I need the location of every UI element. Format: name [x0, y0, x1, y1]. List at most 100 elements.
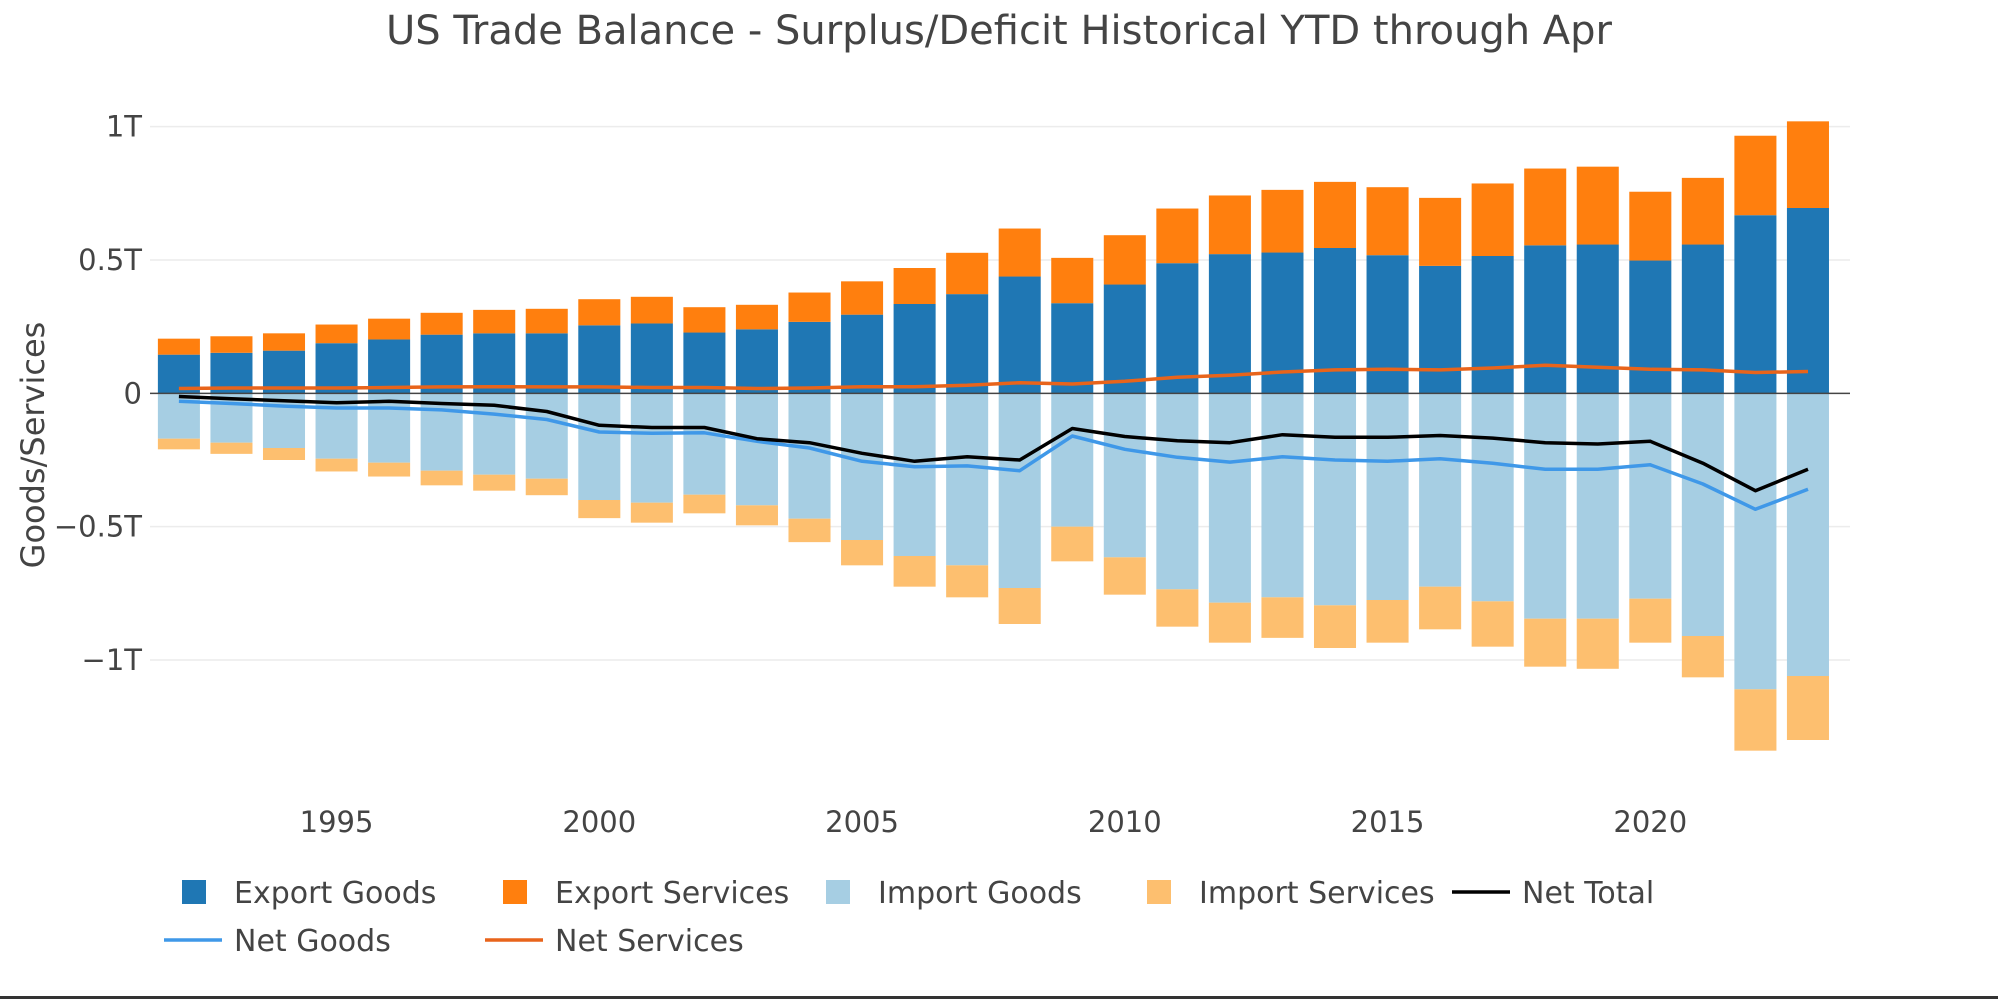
bar-import-services-2011	[1156, 589, 1199, 627]
bar-export-services-1995	[315, 324, 358, 344]
bar-export-services-2023	[1786, 121, 1829, 208]
legend-label: Import Goods	[878, 876, 1082, 911]
bar-import-services-1999	[525, 478, 568, 496]
bar-export-goods-2003	[735, 329, 778, 394]
legend-item-net-total[interactable]: Net Total	[1452, 876, 1654, 911]
bar-import-services-2016	[1419, 586, 1462, 630]
bar-export-services-2022	[1734, 135, 1777, 216]
bar-export-goods-2012	[1208, 254, 1251, 394]
y-tick-label: 1T	[106, 110, 142, 144]
bar-export-services-2003	[735, 304, 778, 330]
bar-import-goods-2020	[1629, 393, 1672, 599]
bar-import-goods-2019	[1576, 393, 1619, 619]
bar-import-services-2020	[1629, 598, 1672, 643]
bar-export-services-1996	[368, 318, 411, 340]
x-axis-ticks: 1995 2000 2005 2010 2015 2020	[300, 805, 1688, 839]
bar-import-goods-2003	[735, 393, 778, 506]
x-tick-label: 2000	[562, 805, 636, 839]
legend-item-export-goods[interactable]: Export Goods	[182, 876, 436, 911]
legend-label: Export Services	[555, 876, 789, 911]
bar-import-services-2023	[1786, 676, 1829, 740]
bar-import-goods-2007	[946, 393, 989, 566]
bar-import-services-1996	[368, 462, 411, 477]
bar-export-goods-1999	[525, 333, 568, 394]
legend-label: Import Services	[1199, 876, 1435, 911]
bar-import-services-2002	[683, 494, 726, 514]
y-tick-label: −0.5T	[54, 510, 142, 544]
bar-export-services-1994	[262, 333, 306, 351]
bar-export-services-2000	[578, 299, 621, 326]
bar-export-services-2010	[1103, 235, 1146, 285]
legend: Export Goods Export Services Import Goods I…	[164, 876, 1654, 959]
bar-export-goods-2019	[1576, 244, 1619, 394]
bar-export-goods-2018	[1524, 245, 1567, 394]
bar-export-services-2019	[1576, 166, 1619, 245]
bar-import-goods-1992	[157, 393, 200, 439]
bar-import-goods-2011	[1156, 393, 1199, 590]
bar-import-services-2008	[998, 588, 1041, 624]
bar-import-services-2003	[735, 505, 778, 526]
bar-export-services-1998	[473, 309, 516, 334]
legend-item-net-goods[interactable]: Net Goods	[164, 924, 391, 959]
bar-export-services-2020	[1629, 191, 1672, 261]
bar-export-services-2017	[1471, 183, 1514, 256]
bar-import-goods-2008	[998, 393, 1041, 588]
bar-export-services-2002	[683, 307, 726, 333]
bar-import-goods-2021	[1681, 393, 1724, 636]
bar-export-goods-1995	[315, 343, 358, 394]
bar-import-services-2007	[946, 565, 989, 598]
bar-export-services-2021	[1681, 177, 1724, 245]
bar-export-goods-2002	[683, 332, 726, 394]
bar-layer	[157, 121, 1829, 751]
bar-import-goods-2000	[578, 393, 621, 500]
bar-import-services-1998	[473, 474, 516, 491]
legend-label: Net Services	[555, 924, 744, 959]
line-net-services	[178, 363, 1809, 391]
bar-import-goods-2015	[1366, 393, 1409, 600]
bar-export-goods-2010	[1103, 284, 1146, 394]
bar-import-services-2022	[1734, 689, 1777, 751]
bar-export-goods-2015	[1366, 255, 1409, 394]
bar-export-services-1997	[420, 312, 463, 335]
bar-export-goods-2011	[1156, 263, 1199, 394]
bar-import-goods-2005	[841, 393, 884, 540]
legend-item-import-goods[interactable]: Import Goods	[826, 876, 1082, 911]
x-tick-label: 2015	[1351, 805, 1425, 839]
bar-import-services-2009	[1051, 526, 1094, 562]
bar-export-services-2009	[1051, 257, 1094, 304]
bar-export-services-1993	[210, 336, 253, 353]
bar-import-services-2017	[1471, 601, 1514, 647]
bar-export-goods-2006	[893, 304, 936, 394]
bar-export-services-2012	[1208, 195, 1251, 255]
bar-import-goods-2013	[1261, 393, 1304, 598]
bar-import-goods-2001	[630, 393, 673, 503]
bar-import-goods-2012	[1208, 393, 1251, 603]
y-tick-label: 0.5T	[78, 243, 142, 277]
bar-import-services-2014	[1313, 605, 1357, 648]
bar-import-goods-2014	[1313, 393, 1357, 606]
bar-import-services-2021	[1681, 636, 1724, 678]
legend-item-net-services[interactable]: Net Services	[485, 924, 744, 959]
bar-export-goods-1994	[262, 350, 306, 394]
bar-export-services-2007	[946, 252, 989, 295]
legend-item-import-services[interactable]: Import Services	[1147, 876, 1435, 911]
bar-export-services-2005	[841, 281, 884, 315]
bar-import-goods-2002	[683, 393, 726, 495]
legend-swatch	[1147, 880, 1171, 904]
bar-import-services-2000	[578, 500, 621, 519]
legend-label: Net Goods	[234, 924, 391, 959]
bar-import-goods-2010	[1103, 393, 1146, 558]
bar-import-services-2010	[1103, 557, 1146, 595]
x-tick-label: 2010	[1088, 805, 1162, 839]
x-tick-label: 2005	[825, 805, 899, 839]
bar-export-services-2014	[1313, 181, 1357, 248]
bar-export-goods-2009	[1051, 303, 1094, 394]
y-axis-ticks: 1T 0.5T 0 −0.5T −1T	[54, 110, 142, 677]
legend-item-export-services[interactable]: Export Services	[503, 876, 789, 911]
bar-import-services-2015	[1366, 600, 1409, 643]
bar-import-services-1994	[262, 448, 306, 460]
bar-export-goods-2008	[998, 276, 1041, 394]
chart-title: US Trade Balance - Surplus/Deficit Histo…	[385, 8, 1612, 54]
line-net-total	[178, 394, 1809, 493]
